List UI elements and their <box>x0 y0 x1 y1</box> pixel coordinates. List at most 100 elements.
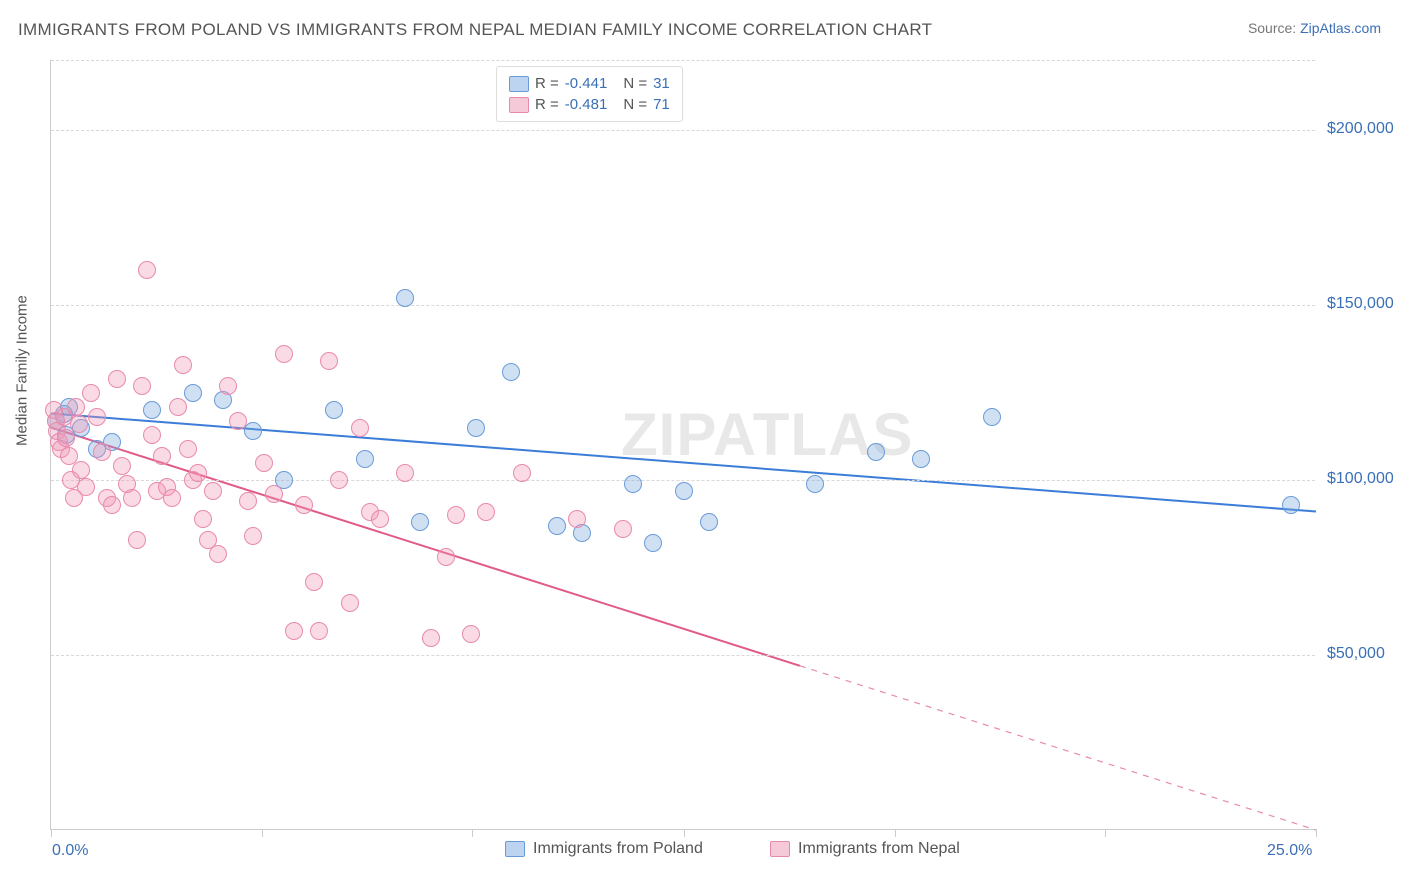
scatter-point <box>194 510 212 528</box>
scatter-point <box>123 489 141 507</box>
scatter-point <box>70 415 88 433</box>
scatter-point <box>179 440 197 458</box>
scatter-point <box>275 345 293 363</box>
scatter-point <box>437 548 455 566</box>
scatter-point <box>103 496 121 514</box>
legend-row: R = -0.481N = 71 <box>509 94 670 115</box>
x-tick <box>895 829 896 837</box>
trend-line-extrapolated <box>800 666 1316 830</box>
legend-n-label: N = <box>623 75 647 92</box>
x-tick <box>1105 829 1106 837</box>
y-tick-label: $50,000 <box>1327 645 1385 663</box>
x-tick <box>684 829 685 837</box>
scatter-point <box>675 482 693 500</box>
y-axis-label: Median Family Income <box>14 295 31 446</box>
chart-title: IMMIGRANTS FROM POLAND VS IMMIGRANTS FRO… <box>18 20 932 40</box>
gridline <box>51 305 1315 306</box>
scatter-point <box>153 447 171 465</box>
scatter-point <box>138 261 156 279</box>
scatter-point <box>133 377 151 395</box>
scatter-point <box>189 464 207 482</box>
scatter-point <box>330 471 348 489</box>
legend-r-value: -0.441 <box>565 75 608 92</box>
scatter-point <box>93 443 111 461</box>
x-tick-label: 0.0% <box>52 842 88 860</box>
legend-r-label: R = <box>535 96 559 113</box>
scatter-point <box>983 408 1001 426</box>
scatter-point <box>229 412 247 430</box>
legend-n-value: 71 <box>653 96 670 113</box>
scatter-point <box>305 573 323 591</box>
scatter-point <box>396 464 414 482</box>
source-attribution: Source: ZipAtlas.com <box>1248 20 1381 36</box>
scatter-point <box>568 510 586 528</box>
scatter-point <box>477 503 495 521</box>
scatter-point <box>113 457 131 475</box>
legend-swatch <box>509 76 529 92</box>
series-legend: Immigrants from Poland <box>505 840 703 858</box>
gridline <box>51 655 1315 656</box>
scatter-point <box>108 370 126 388</box>
scatter-point <box>219 377 237 395</box>
scatter-point <box>1282 496 1300 514</box>
legend-r-value: -0.481 <box>565 96 608 113</box>
scatter-point <box>502 363 520 381</box>
series-legend-label: Immigrants from Poland <box>533 840 703 858</box>
scatter-point <box>255 454 273 472</box>
scatter-point <box>57 429 75 447</box>
x-tick <box>1316 829 1317 837</box>
series-legend: Immigrants from Nepal <box>770 840 960 858</box>
x-tick <box>472 829 473 837</box>
scatter-point <box>320 352 338 370</box>
scatter-point <box>174 356 192 374</box>
trend-lines-layer <box>51 60 1315 829</box>
scatter-point <box>371 510 389 528</box>
source-prefix: Source: <box>1248 20 1300 36</box>
scatter-point <box>77 478 95 496</box>
scatter-point <box>341 594 359 612</box>
scatter-point <box>285 622 303 640</box>
scatter-point <box>624 475 642 493</box>
scatter-point <box>351 419 369 437</box>
legend-swatch <box>509 97 529 113</box>
scatter-point <box>396 289 414 307</box>
scatter-point <box>184 384 202 402</box>
scatter-point <box>356 450 374 468</box>
legend-swatch <box>505 841 525 857</box>
scatter-point <box>88 408 106 426</box>
x-tick-label: 25.0% <box>1267 842 1312 860</box>
scatter-point <box>411 513 429 531</box>
scatter-point <box>169 398 187 416</box>
scatter-point <box>295 496 313 514</box>
y-tick-label: $100,000 <box>1327 470 1394 488</box>
y-tick-label: $200,000 <box>1327 120 1394 138</box>
correlation-legend: R = -0.441 N = 31 R = -0.481N = 71 <box>496 66 683 122</box>
scatter-point <box>325 401 343 419</box>
scatter-point <box>143 426 161 444</box>
legend-n-value: 31 <box>653 75 670 92</box>
scatter-point <box>614 520 632 538</box>
scatter-point <box>462 625 480 643</box>
scatter-point <box>644 534 662 552</box>
chart-plot-area: ZIPATLAS R = -0.441N = 31R = -0.481N = 7… <box>50 60 1315 830</box>
scatter-point <box>143 401 161 419</box>
scatter-point <box>447 506 465 524</box>
source-link[interactable]: ZipAtlas.com <box>1300 20 1381 36</box>
scatter-point <box>82 384 100 402</box>
scatter-point <box>310 622 328 640</box>
series-legend-label: Immigrants from Nepal <box>798 840 960 858</box>
gridline <box>51 60 1315 61</box>
legend-row: R = -0.441 N = 31 <box>509 73 670 94</box>
scatter-point <box>244 527 262 545</box>
scatter-point <box>204 482 222 500</box>
scatter-point <box>548 517 566 535</box>
scatter-point <box>912 450 930 468</box>
scatter-point <box>513 464 531 482</box>
scatter-point <box>867 443 885 461</box>
scatter-point <box>209 545 227 563</box>
x-tick <box>262 829 263 837</box>
scatter-point <box>72 461 90 479</box>
legend-r-label: R = <box>535 75 559 92</box>
scatter-point <box>422 629 440 647</box>
gridline <box>51 130 1315 131</box>
